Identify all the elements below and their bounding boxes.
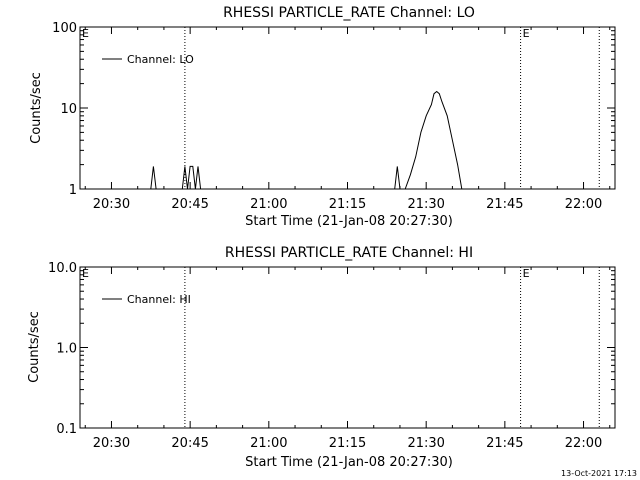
x-tick-label: 20:45 [171,436,208,451]
plot-frame [79,26,616,190]
x-tick-label: 21:30 [407,436,444,451]
x-axis-label: Start Time (21-Jan-08 20:27:30) [245,455,453,470]
x-tick-label: 21:00 [250,436,287,451]
series-line [101,90,466,190]
x-tick-label: 21:45 [486,197,523,212]
legend-label: Channel: HI [127,293,191,306]
x-tick-label: 22:00 [565,436,602,451]
legend-label: Channel: LO [127,53,194,66]
event-flag-label: E [523,27,530,40]
chart-title: RHESSI PARTICLE_RATE Channel: LO [223,5,475,21]
y-tick-label: 0.1 [56,422,77,437]
event-flag-label: E [82,27,89,40]
hi-channel-panel: RHESSI PARTICLE_RATE Channel: HI Start T… [27,245,616,470]
y-axis-label: Counts/sec [27,311,42,383]
y-tick-label: 1.0 [56,342,77,357]
x-tick-label: 21:00 [250,197,287,212]
x-tick-label: 20:45 [171,197,208,212]
x-tick-label: 20:30 [93,197,130,212]
x-tick-label: 20:30 [93,436,130,451]
lo-channel-panel: RHESSI PARTICLE_RATE Channel: LO Start T… [29,5,616,229]
x-axis-label: Start Time (21-Jan-08 20:27:30) [245,214,453,229]
y-axis-label: Counts/sec [29,72,44,144]
event-flag-label: E [523,267,530,280]
x-tick-label: 21:30 [407,197,444,212]
y-tick-label: 10 [60,102,77,117]
event-flag-label: E [82,267,89,280]
x-tick-label: 21:15 [329,436,366,451]
y-tick-label: 10.0 [48,261,77,276]
x-tick-label: 21:45 [486,436,523,451]
y-tick-label: 100 [52,21,77,36]
chart-title: RHESSI PARTICLE_RATE Channel: HI [225,245,473,261]
plot-frame [79,266,616,429]
y-tick-label: 1 [69,183,77,198]
x-tick-label: 21:15 [329,197,366,212]
generation-timestamp: 13-Oct-2021 17:13 [561,469,637,478]
x-tick-label: 22:00 [565,197,602,212]
